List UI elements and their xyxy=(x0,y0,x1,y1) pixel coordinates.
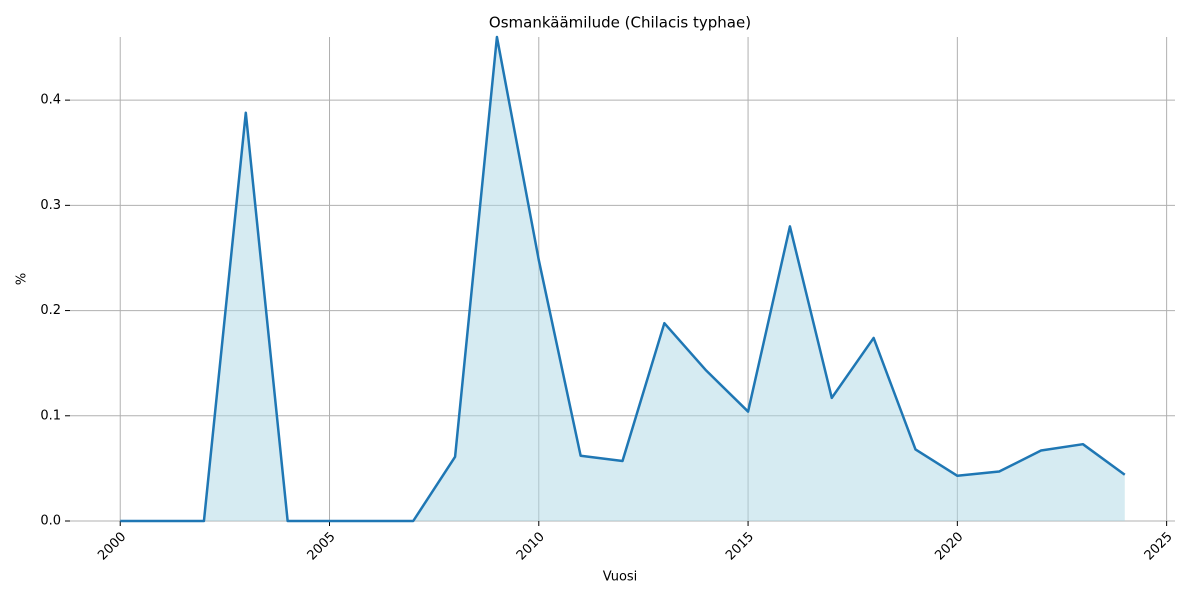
x-tick-label: 2000 xyxy=(95,529,129,563)
y-tick-label: 0.2 xyxy=(40,303,61,318)
x-tick-label: 2010 xyxy=(514,529,548,563)
y-tick-label: 0.1 xyxy=(40,408,61,423)
x-tick-label: 2020 xyxy=(932,529,966,563)
x-tick-label: 2005 xyxy=(305,529,339,563)
x-tick-label: 2025 xyxy=(1142,529,1176,563)
line xyxy=(120,35,1126,523)
x-axis-label: Vuosi xyxy=(603,570,638,585)
y-tick-label: 0.4 xyxy=(40,93,61,108)
x-tick-label: 2015 xyxy=(723,529,757,563)
area xyxy=(120,37,1125,521)
y-axis-label: % xyxy=(15,273,30,285)
chart-title: Osmankäämilude (Chilacis typhae) xyxy=(489,14,751,32)
y-tick-label: 0.3 xyxy=(40,198,61,213)
y-tick-label: 0.0 xyxy=(40,514,61,529)
